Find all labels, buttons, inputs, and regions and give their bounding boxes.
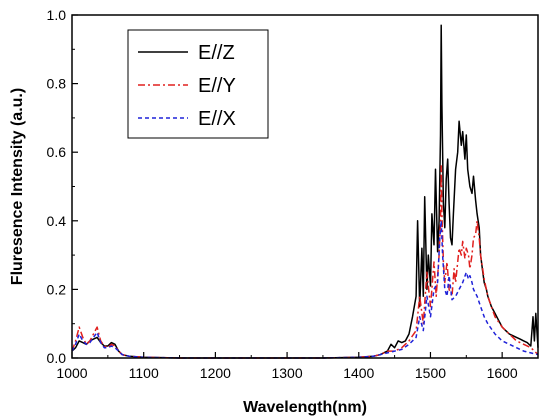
y-axis-title: Fluresence Intensity (a.u.)	[9, 88, 26, 285]
y-tick-label: 0.4	[47, 213, 67, 229]
legend-label: E//X	[198, 108, 236, 130]
x-tick-label: 1600	[487, 365, 518, 381]
legend-label: E//Y	[198, 75, 236, 97]
ticks-layer: 1000 1100 1200 1300 1400 1500 1600 0.0 0.2 0.4 0.6…	[47, 7, 518, 381]
y-tick-label: 0.2	[47, 281, 67, 297]
legend-box	[127, 29, 269, 139]
series-line-2	[71, 165, 539, 359]
series-layer	[71, 24, 539, 359]
series-line-3	[71, 220, 539, 359]
y-tick-label: 0.0	[47, 350, 67, 366]
legend: E//Z E//Y E//X	[127, 29, 269, 139]
x-tick-label: 1300	[271, 365, 302, 381]
x-tick-label: 1200	[200, 365, 231, 381]
x-axis-title: Wavelength(nm)	[243, 399, 367, 416]
y-tick-label: 0.8	[47, 76, 67, 92]
y-tick-label: 1.0	[47, 7, 67, 23]
x-tick-label: 1400	[343, 365, 374, 381]
x-tick-label: 1500	[415, 365, 446, 381]
legend-items: E//Z E//Y E//X	[138, 42, 236, 130]
x-tick-label: 1000	[56, 365, 87, 381]
legend-label: E//Z	[198, 42, 235, 64]
x-tick-label: 1100	[129, 365, 159, 381]
y-tick-label: 0.6	[47, 144, 67, 160]
